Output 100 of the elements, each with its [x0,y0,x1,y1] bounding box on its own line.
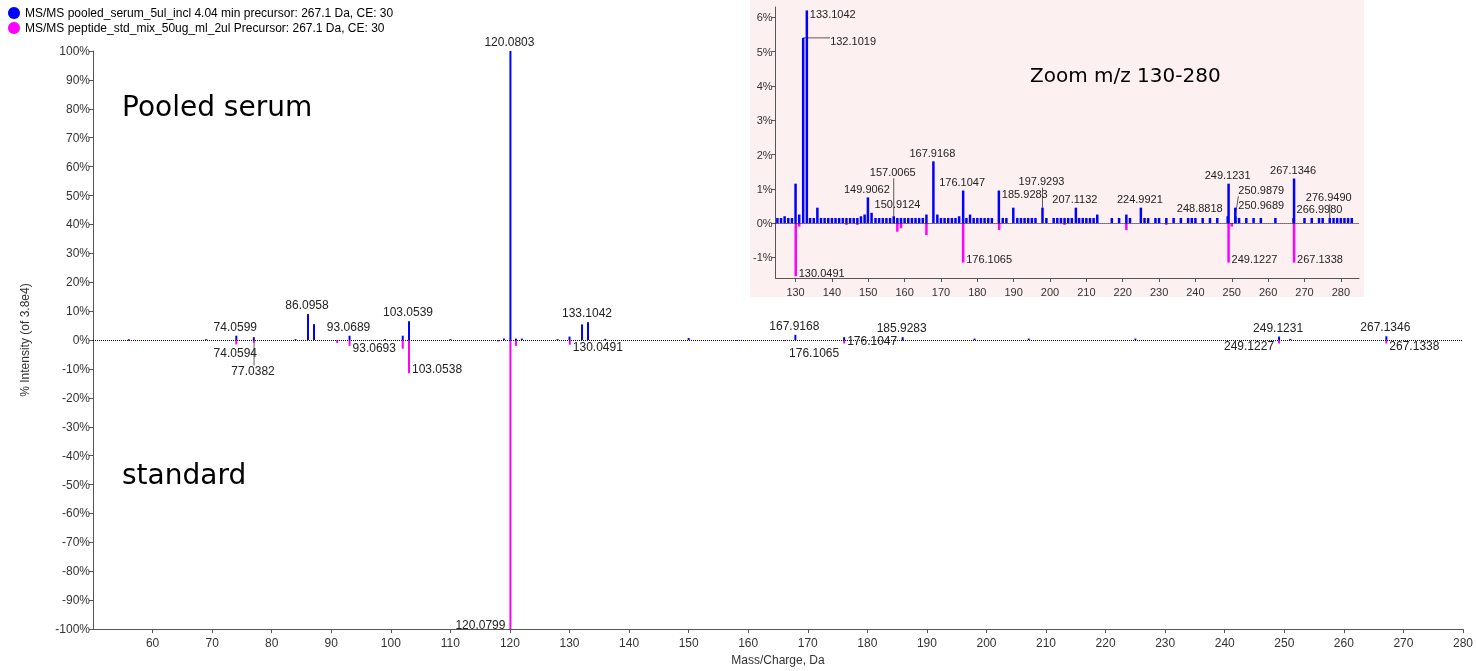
annotation: 86.0958 [285,298,330,313]
y-tick-label: 100% [59,44,91,58]
y-tick-label: -80% [61,564,91,579]
x-tick-label: 60 [145,636,160,651]
x-tick-label: 70 [205,636,220,651]
annotation: Pooled serum [122,89,313,123]
x-tick-label: 230 [1149,285,1169,298]
annotation: 224.9921 [1116,193,1163,206]
annotation: 249.1231 [1253,320,1304,335]
annotation: 185.9283 [876,321,928,336]
y-tick-label: -10% [61,361,91,376]
annotation: 267.1338 [1297,253,1343,266]
y-tick-label: 40% [65,217,91,232]
y-tick-label: -30% [61,419,91,434]
x-tick-label: 270 [1393,636,1414,651]
annotation: 167.9168 [769,318,820,333]
y-tick-label: 0% [756,217,773,230]
legend-label: MS/MS pooled_serum_5ul_incl 4.04 min precursor: 267.1 Da, CE: 30 [25,6,394,20]
x-tick-label: 110 [440,636,461,651]
annotation: 176.1047 [939,176,986,189]
x-tick-label: 220 [1095,636,1116,651]
y-tick-label: 90% [65,72,91,87]
x-tick-label: 180 [968,285,987,298]
annotation: 176.1065 [789,345,840,360]
annotation: 276.9490 [1305,191,1352,204]
annotation: 120.0803 [484,35,535,49]
x-tick-label: 170 [797,636,819,651]
x-tick-label: 190 [916,636,938,651]
x-tick-label: 150 [678,636,699,651]
annotation: 133.1042 [561,306,613,321]
x-tick-label: 160 [738,636,759,651]
annotation: 167.9168 [909,146,956,159]
annotation: 133.1042 [809,7,856,20]
annotation: 77.0382 [231,364,276,379]
y-tick-label: -100% [55,622,91,637]
annotation: 250.9879 [1238,183,1285,196]
annotation: 157.0065 [869,165,916,178]
annotation: 267.1346 [1360,320,1411,335]
y-tick-label: 6% [756,11,773,24]
y-tick-label: 2% [756,148,773,161]
y-tick-label: -70% [61,535,91,550]
x-tick-label: 280 [1452,636,1474,651]
annotation: 176.1065 [966,253,1013,266]
y-tick-label: 10% [65,304,91,319]
y-tick-label: 4% [756,79,773,92]
annotation: 103.0538 [412,362,463,377]
y-tick-label: 20% [65,275,91,290]
annotation: 93.0689 [326,319,371,334]
y-tick-label: 0% [72,333,91,348]
x-tick-label: 200 [976,636,997,651]
x-tick-label: 240 [1186,285,1205,298]
annotation: 249.1227 [1231,253,1278,266]
x-tick-label: 180 [857,636,878,651]
x-axis-title: Mass/Charge, Da [731,653,825,667]
x-tick-label: 140 [619,636,640,651]
x-tick-label: 160 [895,285,914,298]
y-tick-label: -90% [61,593,91,608]
x-tick-label: 100 [380,636,402,651]
legend-label: MS/MS peptide_std_mix_50ug_ml_2ul Precursor: 267.1 Da, CE: 30 [25,21,385,35]
x-tick-label: 270 [1295,285,1314,298]
annotation: standard [122,457,247,491]
y-tick-label: -50% [61,477,91,492]
y-tick-label: -40% [61,448,91,463]
y-tick-label: 60% [65,159,91,174]
x-tick-label: 220 [1113,285,1132,298]
y-tick-label: -20% [61,390,91,405]
annotation: 103.0539 [382,305,434,320]
y-tick-label: 70% [65,130,91,145]
y-tick-label: 5% [756,45,773,58]
x-tick-label: 240 [1214,636,1236,651]
y-tick-label: 1% [756,182,773,195]
y-tick-label: -60% [61,506,91,521]
x-tick-label: 120 [499,636,521,651]
x-tick-label: 130 [559,636,580,651]
annotation: 120.0799 [455,618,506,633]
y-tick-label: 50% [65,188,91,203]
annotation: 74.0594 [213,346,258,361]
annotation: 74.0599 [213,319,258,334]
x-tick-label: 260 [1258,285,1278,298]
x-tick-label: 140 [822,285,842,298]
annotation: 130.0491 [572,340,624,355]
x-tick-label: 210 [1036,636,1057,651]
annotation: 250.9689 [1238,199,1285,212]
annotation: 93.0693 [352,341,397,356]
x-tick-label: 280 [1331,285,1350,298]
x-tick-label: 170 [931,285,951,298]
x-tick-label: 80 [265,636,279,651]
annotation: 176.1047 [847,334,898,349]
x-tick-label: 230 [1155,636,1176,651]
annotation: 267.1338 [1389,339,1440,354]
annotation: 207.1132 [1052,193,1098,206]
y-tick-label: 80% [65,101,91,116]
x-tick-label: 250 [1222,285,1241,298]
y-tick-label: -1% [753,251,773,264]
annotation: 249.1227 [1224,339,1275,354]
y-tick-label: 3% [756,114,773,127]
x-tick-label: 210 [1077,285,1096,298]
x-tick-label: 260 [1333,636,1355,651]
annotation: 267.1346 [1270,164,1317,177]
annotation: 132.1019 [830,35,877,48]
